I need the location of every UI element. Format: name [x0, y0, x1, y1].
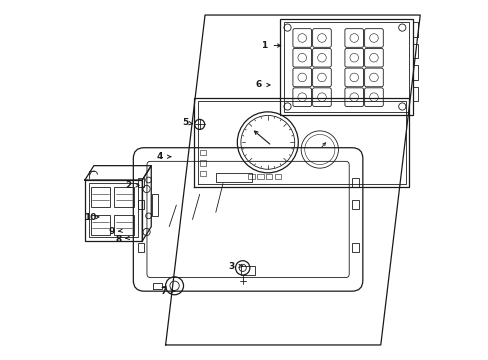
Text: 1: 1: [261, 41, 267, 50]
Bar: [90, 215, 110, 234]
Bar: [247, 174, 254, 179]
Text: 9: 9: [108, 228, 115, 237]
Bar: [280, 19, 412, 116]
Bar: [137, 243, 144, 252]
Bar: [274, 174, 281, 179]
Bar: [351, 200, 358, 209]
Text: 8: 8: [116, 235, 122, 244]
Bar: [89, 183, 138, 237]
Bar: [412, 22, 418, 37]
Bar: [90, 187, 110, 207]
Bar: [351, 243, 358, 252]
Bar: [257, 174, 263, 179]
Bar: [215, 173, 251, 182]
Bar: [265, 174, 272, 179]
Bar: [412, 87, 418, 101]
Bar: [412, 44, 418, 58]
Text: 6: 6: [255, 81, 262, 90]
Bar: [114, 215, 134, 234]
Bar: [137, 200, 144, 209]
Text: 2: 2: [124, 181, 131, 190]
Bar: [199, 149, 206, 155]
Text: 5: 5: [182, 118, 188, 127]
Bar: [137, 178, 144, 187]
Bar: [412, 65, 418, 80]
Text: 7: 7: [160, 287, 167, 296]
Bar: [284, 22, 408, 112]
Bar: [241, 266, 255, 275]
Text: 10: 10: [84, 213, 96, 222]
Text: 3: 3: [228, 262, 235, 271]
Bar: [199, 171, 206, 176]
Bar: [85, 180, 142, 241]
Bar: [114, 187, 134, 207]
Text: 4: 4: [157, 152, 163, 161]
Bar: [199, 160, 206, 166]
Bar: [152, 194, 158, 216]
Bar: [351, 178, 358, 187]
